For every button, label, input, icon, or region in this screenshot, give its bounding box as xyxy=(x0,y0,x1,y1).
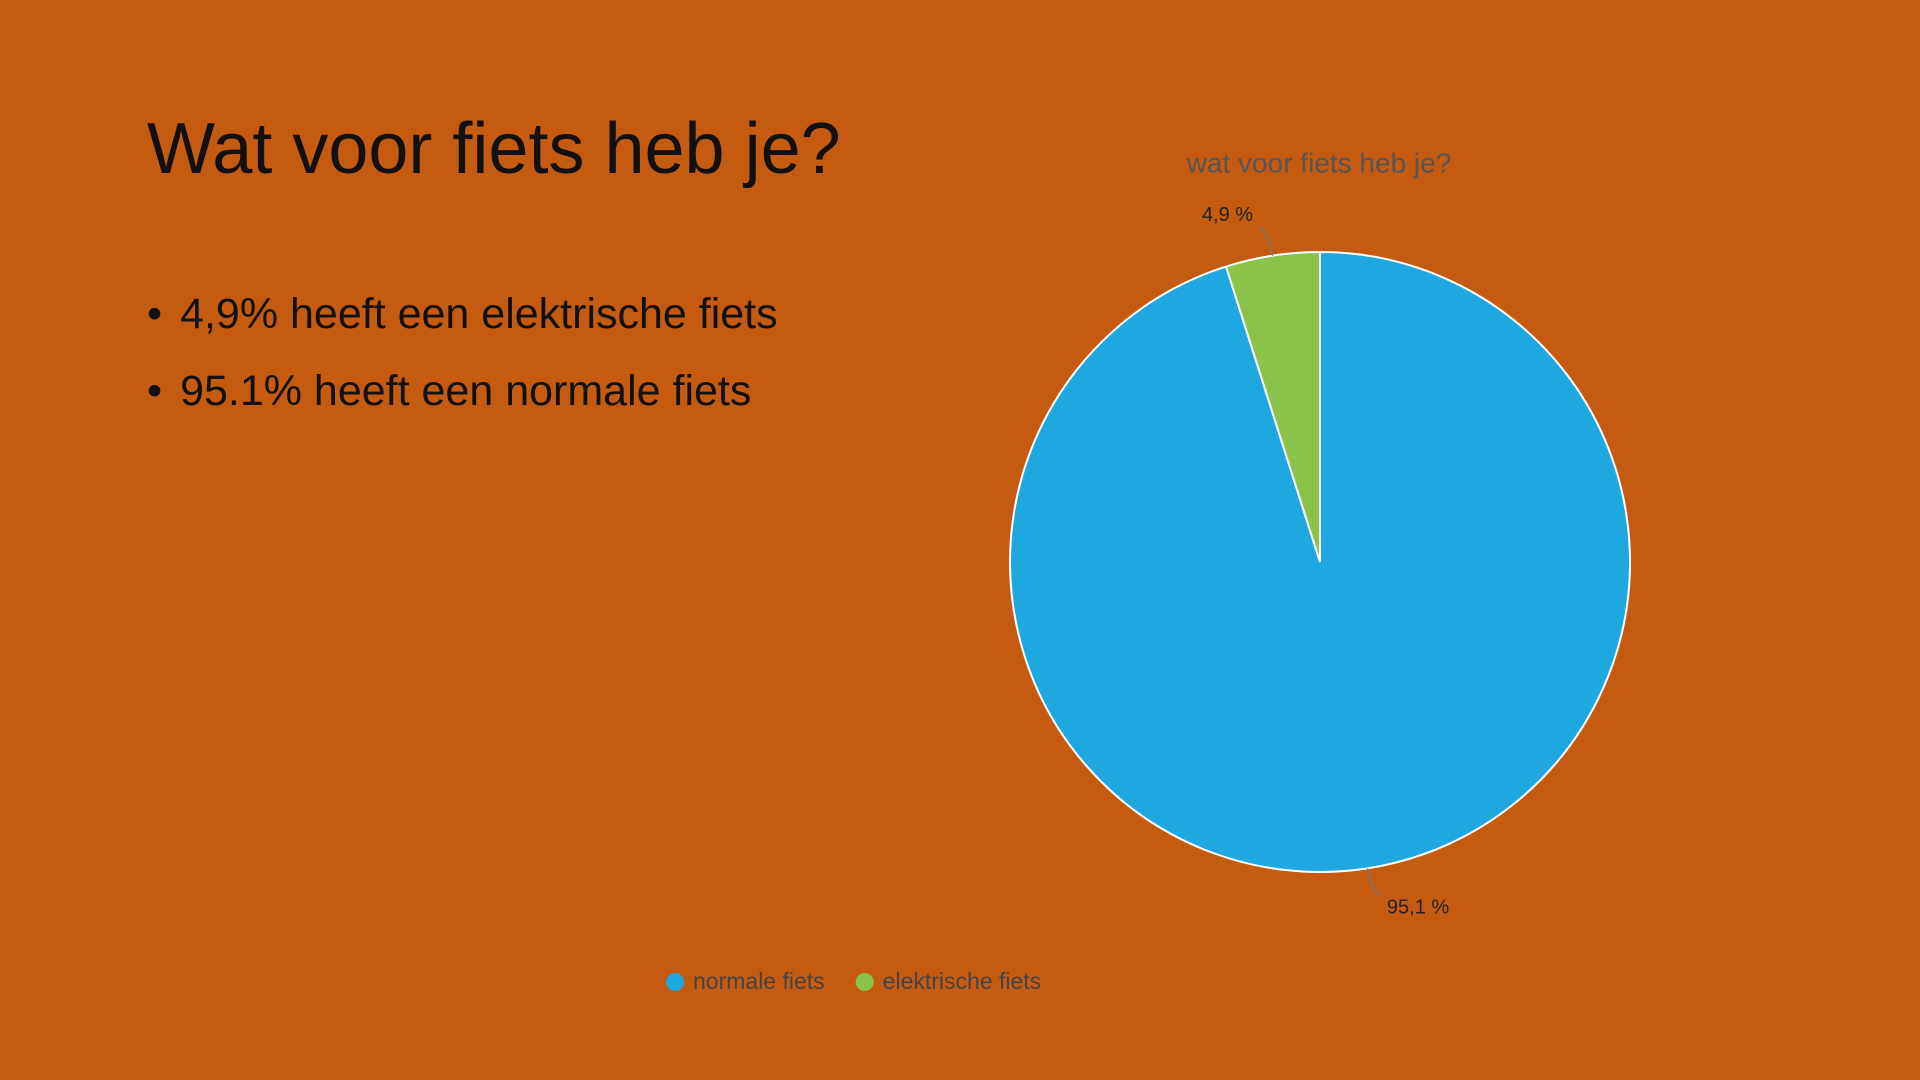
bullet-list: 4,9% heeft een elektrische fiets 95.1% he… xyxy=(147,290,778,444)
data-label: 4,9 % xyxy=(1202,204,1253,226)
bullet: 4,9% heeft een elektrische fiets xyxy=(147,290,778,339)
data-label: 95,1 % xyxy=(1387,896,1449,918)
legend-label: elektrische fiets xyxy=(883,968,1042,994)
legend-swatch xyxy=(855,973,874,991)
pie-slice xyxy=(1224,250,1321,563)
leader-line xyxy=(1258,227,1274,256)
legend-swatch xyxy=(666,973,684,991)
bullet: 95.1% heeft een normale fiets xyxy=(147,367,778,416)
legend-label: normale fiets xyxy=(693,968,825,994)
chart-title: wat voor fiets heb je? xyxy=(1186,147,1452,178)
leader-line xyxy=(1366,868,1382,897)
slide-title: Wat voor fiets heb je? xyxy=(147,109,841,189)
